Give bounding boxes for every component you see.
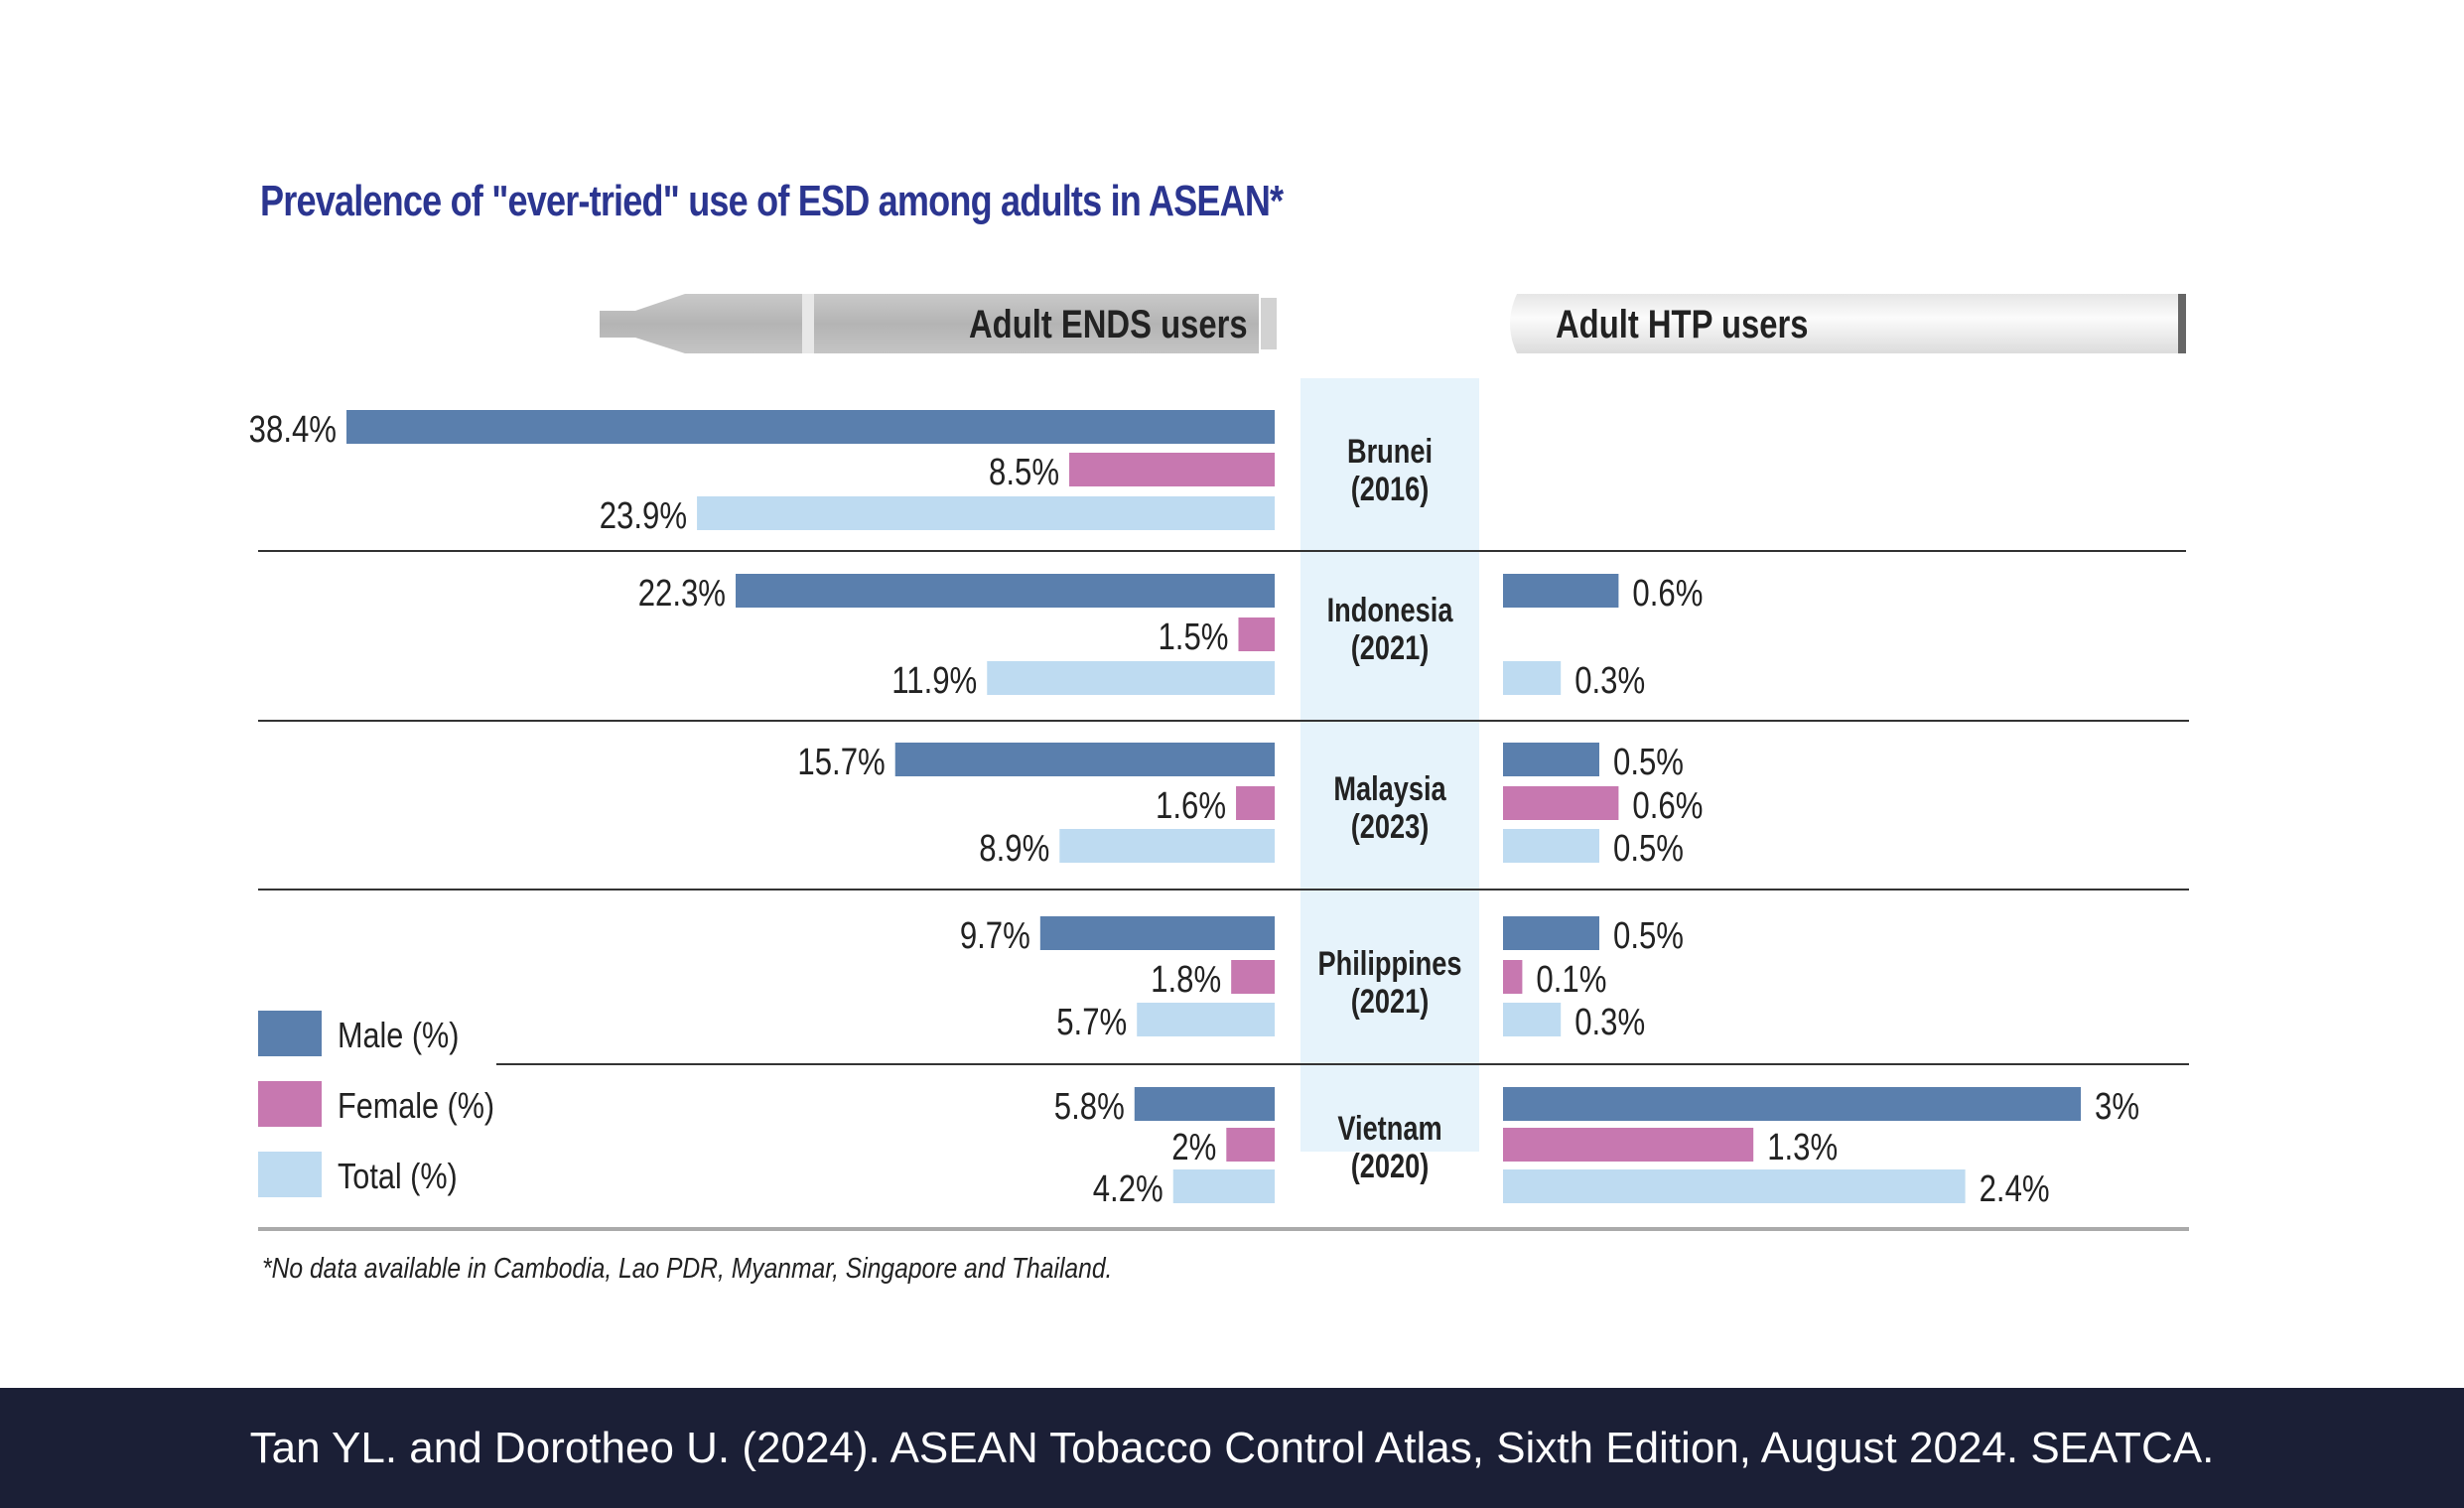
footnote: *No data available in Cambodia, Lao PDR,… xyxy=(262,1253,1113,1285)
country-year-malaysia: (2023) xyxy=(1351,807,1430,846)
htp-bar-philippines-male xyxy=(1503,916,1599,950)
legend-item-male: Male (%) xyxy=(258,1011,516,1058)
ends-bar-philippines-male xyxy=(1039,916,1275,950)
ends-bar-brunei-female xyxy=(1069,453,1275,486)
legend-item-female: Female (%) xyxy=(258,1081,516,1129)
ends-bar-vietnam-male xyxy=(1134,1087,1275,1121)
ends-label-philippines-male: 9.7% xyxy=(960,915,1030,957)
country-name-vietnam: Vietnam xyxy=(1337,1109,1441,1148)
htp-bar-vietnam-male xyxy=(1503,1087,2081,1121)
ends-bar-philippines-female xyxy=(1231,960,1275,994)
legend-label-total: Total (%) xyxy=(338,1156,458,1196)
htp-bar-philippines-total xyxy=(1503,1003,1562,1036)
ends-label-vietnam-female: 2% xyxy=(1171,1127,1216,1168)
htp-label-vietnam-female: 1.3% xyxy=(1767,1127,1838,1168)
country-year-brunei: (2016) xyxy=(1351,470,1430,508)
htp-bar-malaysia-total xyxy=(1503,829,1599,863)
htp-bar-indonesia-male xyxy=(1503,574,1619,608)
ends-bar-indonesia-female xyxy=(1238,617,1275,651)
country-name-malaysia: Malaysia xyxy=(1333,769,1446,808)
ends-label-brunei-female: 8.5% xyxy=(989,452,1059,493)
ends-label-malaysia-male: 15.7% xyxy=(797,742,885,783)
legend-swatch-male xyxy=(258,1011,322,1056)
ends-label-philippines-total: 5.7% xyxy=(1056,1002,1127,1043)
ends-bar-vietnam-female xyxy=(1226,1128,1275,1162)
htp-label-malaysia-female: 0.6% xyxy=(1632,785,1703,827)
htp-bar-vietnam-total xyxy=(1503,1169,1966,1203)
htp-bar-malaysia-male xyxy=(1503,743,1599,776)
htp-label-philippines-male: 0.5% xyxy=(1613,915,1684,957)
ends-label-malaysia-total: 8.9% xyxy=(979,828,1049,870)
ends-label-vietnam-total: 4.2% xyxy=(1093,1168,1164,1210)
country-name-brunei: Brunei xyxy=(1347,432,1433,471)
htp-label-malaysia-total: 0.5% xyxy=(1613,828,1684,870)
ends-label-philippines-female: 1.8% xyxy=(1151,959,1221,1001)
ends-bar-brunei-male xyxy=(346,410,1275,444)
htp-label-philippines-total: 0.3% xyxy=(1574,1002,1645,1043)
ends-bar-brunei-total xyxy=(697,496,1275,530)
chart-svg: Adult ENDS users Adult HTP users 38.4% 8.… xyxy=(249,294,2189,1231)
htp-bar-indonesia-total xyxy=(1503,661,1562,695)
htp-label-vietnam-male: 3% xyxy=(2095,1086,2139,1128)
ends-device-icon xyxy=(600,294,1277,353)
ends-label-indonesia-male: 22.3% xyxy=(638,573,726,615)
legend-swatch-female xyxy=(258,1081,322,1127)
ends-bar-philippines-total xyxy=(1137,1003,1275,1036)
htp-label-malaysia-male: 0.5% xyxy=(1613,742,1684,783)
country-name-indonesia: Indonesia xyxy=(1327,591,1454,629)
legend-label-male: Male (%) xyxy=(338,1015,460,1055)
htp-label-philippines-female: 0.1% xyxy=(1536,959,1606,1001)
htp-label-vietnam-total: 2.4% xyxy=(1980,1168,2050,1210)
ends-bar-vietnam-total xyxy=(1172,1169,1275,1203)
country-year-philippines: (2021) xyxy=(1351,982,1430,1021)
ends-bar-indonesia-male xyxy=(736,574,1275,608)
ends-label-indonesia-female: 1.5% xyxy=(1158,617,1228,658)
htp-bar-vietnam-female xyxy=(1503,1128,1754,1162)
country-year-vietnam: (2020) xyxy=(1351,1147,1430,1185)
ends-bar-indonesia-total xyxy=(987,661,1275,695)
legend-label-female: Female (%) xyxy=(338,1085,495,1126)
ends-label-brunei-total: 23.9% xyxy=(600,495,687,537)
ends-bar-malaysia-female xyxy=(1236,786,1275,820)
legend-swatch-total xyxy=(258,1152,322,1197)
htp-label-indonesia-total: 0.3% xyxy=(1574,660,1645,702)
chart-title: Prevalence of "ever-tried" use of ESD am… xyxy=(260,177,1284,225)
htp-panel-header: Adult HTP users xyxy=(1556,302,1808,346)
ends-label-brunei-male: 38.4% xyxy=(249,409,337,451)
ends-bar-malaysia-male xyxy=(894,743,1275,776)
country-year-indonesia: (2021) xyxy=(1351,628,1430,667)
legend-item-total: Total (%) xyxy=(258,1152,516,1199)
ends-label-vietnam-male: 5.8% xyxy=(1054,1086,1125,1128)
ends-label-indonesia-total: 11.9% xyxy=(891,660,977,702)
country-name-philippines: Philippines xyxy=(1318,944,1462,983)
ends-label-malaysia-female: 1.6% xyxy=(1156,785,1226,827)
htp-bar-philippines-female xyxy=(1503,960,1523,994)
ends-bar-malaysia-total xyxy=(1059,829,1275,863)
htp-bar-malaysia-female xyxy=(1503,786,1619,820)
footer-citation: Tan YL. and Dorotheo U. (2024). ASEAN To… xyxy=(0,1388,2464,1508)
country-column xyxy=(1300,378,1479,1152)
htp-label-indonesia-male: 0.6% xyxy=(1632,573,1703,615)
ends-panel-header: Adult ENDS users xyxy=(969,302,1248,346)
htp-device-icon xyxy=(1510,294,2186,353)
